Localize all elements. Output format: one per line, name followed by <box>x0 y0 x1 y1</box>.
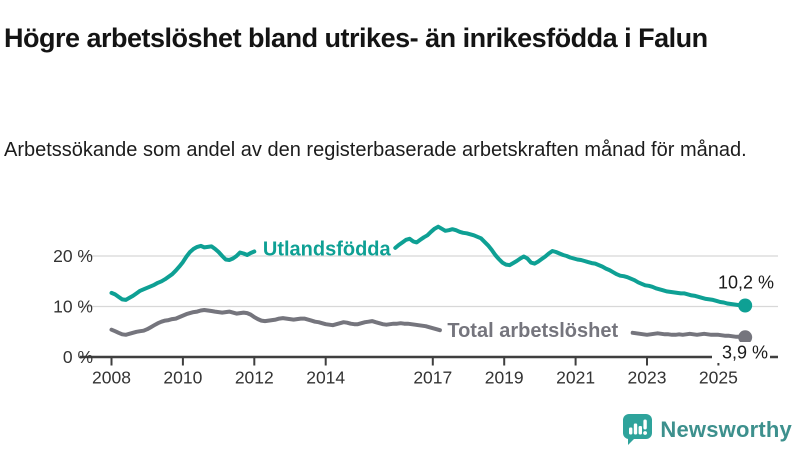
y-tick-label: 0 % <box>63 347 93 367</box>
x-tick-label: 2010 <box>163 368 202 388</box>
x-tick-label: 2023 <box>628 368 667 388</box>
x-tick-label: 2012 <box>235 368 274 388</box>
series-line <box>109 243 257 302</box>
x-tick-label: 2017 <box>413 368 452 388</box>
end-value-label: 10,2 % <box>718 272 774 292</box>
page-title: Högre arbetslöshet bland utrikes- än inr… <box>4 23 708 54</box>
y-tick-label: 10 % <box>53 297 93 317</box>
brand-name: Newsworthy <box>660 416 792 442</box>
series-line <box>630 330 748 340</box>
chart-subtitle: Arbetssökande som andel av den registerb… <box>4 139 747 161</box>
end-label-backing <box>712 342 770 363</box>
x-tick-label: 2014 <box>306 368 345 388</box>
endpoint-dot <box>738 330 753 345</box>
x-tick-label: 2021 <box>556 368 595 388</box>
x-tick-label: 2019 <box>485 368 524 388</box>
x-tick-label: 2025 <box>699 368 738 388</box>
x-tick-label: 2008 <box>92 368 131 388</box>
series-line <box>109 308 442 337</box>
series-inline-label: Utlandsfödda <box>263 238 392 260</box>
y-tick-label: 20 % <box>53 246 93 266</box>
unemployment-line-chart: 2008 2010 2012 2014 2017 2019 2021 2023 2025 0 % 1… <box>53 224 778 388</box>
newsworthy-logo: Newsworthy <box>622 413 792 446</box>
endpoint-dot <box>738 298 753 313</box>
series-line <box>393 224 748 308</box>
series-inline-label: Total arbetslöshet <box>447 320 618 342</box>
end-value-label: 3,9 % <box>722 343 768 363</box>
newsworthy-logo-icon <box>623 414 653 445</box>
